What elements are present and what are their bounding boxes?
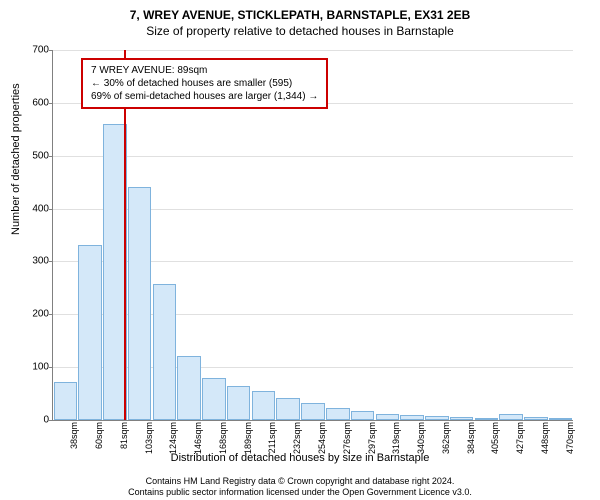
y-tick-mark xyxy=(49,261,53,262)
y-tick-mark xyxy=(49,314,53,315)
x-tick-label: 362sqm xyxy=(441,422,451,454)
y-axis-label: Number of detached properties xyxy=(10,83,22,235)
bar xyxy=(524,417,548,420)
bar xyxy=(153,284,177,420)
y-tick-mark xyxy=(49,50,53,51)
footer-line-2: Contains public sector information licen… xyxy=(0,487,600,498)
x-tick-label: 384sqm xyxy=(466,422,476,454)
bar xyxy=(499,414,523,420)
y-tick-mark xyxy=(49,156,53,157)
x-axis-label: Distribution of detached houses by size … xyxy=(0,452,600,464)
x-tick-label: 254sqm xyxy=(317,422,327,454)
x-tick-label: 81sqm xyxy=(119,422,129,449)
footer-line-1: Contains HM Land Registry data © Crown c… xyxy=(0,476,600,487)
bar xyxy=(475,418,499,420)
bar xyxy=(549,418,573,420)
x-tick-label: 60sqm xyxy=(94,422,104,449)
bar xyxy=(351,411,375,421)
bar xyxy=(450,417,474,420)
y-tick-mark xyxy=(49,367,53,368)
x-tick-label: 211sqm xyxy=(267,422,277,453)
info-line-3: 69% of semi-detached houses are larger (… xyxy=(91,90,318,103)
x-tick-label: 470sqm xyxy=(565,422,575,454)
title-line-2: Size of property relative to detached ho… xyxy=(0,22,600,38)
info-box: 7 WREY AVENUE: 89sqm ← 30% of detached h… xyxy=(81,58,328,109)
y-tick-label: 600 xyxy=(32,97,49,108)
x-tick-label: 38sqm xyxy=(69,422,79,449)
y-tick-mark xyxy=(49,209,53,210)
bar xyxy=(252,391,276,420)
x-tick-label: 448sqm xyxy=(540,422,550,454)
x-tick-label: 146sqm xyxy=(193,422,203,454)
x-tick-label: 103sqm xyxy=(144,422,154,454)
footer: Contains HM Land Registry data © Crown c… xyxy=(0,476,600,498)
bar xyxy=(376,414,400,420)
y-tick-label: 300 xyxy=(32,256,49,267)
info-line-1: 7 WREY AVENUE: 89sqm xyxy=(91,64,318,77)
x-tick-label: 319sqm xyxy=(391,422,401,454)
x-tick-label: 297sqm xyxy=(367,422,377,454)
bar xyxy=(54,382,78,420)
x-tick-label: 168sqm xyxy=(218,422,228,454)
bar xyxy=(400,415,424,420)
bar xyxy=(128,187,152,420)
bar xyxy=(202,378,226,420)
y-tick-label: 400 xyxy=(32,203,49,214)
grid-line xyxy=(53,50,573,51)
x-tick-label: 405sqm xyxy=(490,422,500,454)
bar xyxy=(78,245,102,420)
title-line-1: 7, WREY AVENUE, STICKLEPATH, BARNSTAPLE,… xyxy=(0,0,600,22)
x-tick-label: 427sqm xyxy=(515,422,525,454)
bar xyxy=(425,416,449,420)
bar xyxy=(276,398,300,420)
y-tick-label: 0 xyxy=(43,415,49,426)
y-tick-label: 500 xyxy=(32,150,49,161)
x-tick-label: 276sqm xyxy=(342,422,352,454)
info-line-2: ← 30% of detached houses are smaller (59… xyxy=(91,77,318,90)
bar xyxy=(177,356,201,420)
x-tick-label: 124sqm xyxy=(168,422,178,454)
y-tick-label: 700 xyxy=(32,45,49,56)
bar xyxy=(227,386,251,420)
x-tick-label: 232sqm xyxy=(292,422,302,454)
bar xyxy=(301,403,325,420)
y-tick-mark xyxy=(49,103,53,104)
y-tick-label: 100 xyxy=(32,362,49,373)
y-tick-label: 200 xyxy=(32,309,49,320)
y-tick-mark xyxy=(49,420,53,421)
bar xyxy=(326,408,350,420)
x-tick-label: 189sqm xyxy=(243,422,253,454)
grid-line xyxy=(53,156,573,157)
x-tick-label: 340sqm xyxy=(416,422,426,454)
chart-area: 7 WREY AVENUE: 89sqm ← 30% of detached h… xyxy=(52,50,573,421)
